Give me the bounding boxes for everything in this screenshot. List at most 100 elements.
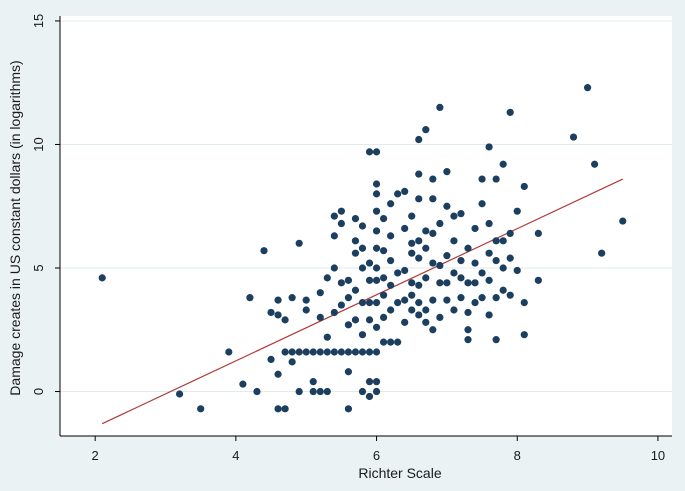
data-point-78: [372, 264, 381, 272]
x-axis-title: Richter Scale: [358, 465, 441, 481]
data-point-79: [372, 244, 381, 252]
data-point-136: [436, 261, 444, 270]
data-point-169: [485, 143, 493, 151]
data-point-75: [372, 323, 381, 331]
data-point-77: [372, 276, 381, 284]
data-point-74: [372, 348, 381, 356]
data-point-58: [351, 214, 360, 223]
y-axis-title: Damage creates in US constant dollars (i…: [7, 60, 23, 395]
data-point-17: [288, 294, 296, 302]
data-point-171: [492, 294, 500, 302]
data-point-70: [365, 259, 374, 267]
data-point-146: [450, 237, 458, 245]
data-point-105: [401, 266, 409, 275]
data-point-14: [281, 405, 289, 413]
data-point-126: [422, 227, 430, 235]
data-point-0: [98, 274, 106, 282]
data-point-94: [387, 306, 395, 314]
data-point-154: [464, 308, 472, 317]
data-point-3: [225, 348, 233, 356]
data-point-159: [471, 259, 479, 267]
data-point-103: [401, 318, 409, 326]
data-point-86: [372, 378, 381, 386]
x-ticks: 2 4 6 8 10: [92, 436, 665, 463]
data-point-38: [330, 308, 338, 317]
data-point-188: [534, 276, 542, 284]
data-point-92: [379, 214, 388, 223]
data-point-117: [415, 254, 423, 262]
y-tick-label-1: 5: [31, 264, 46, 271]
data-point-113: [408, 212, 416, 220]
data-point-170: [492, 336, 500, 344]
data-point-144: [450, 306, 458, 314]
data-point-89: [379, 291, 388, 299]
data-point-49: [344, 294, 353, 302]
data-point-112: [408, 239, 416, 247]
data-point-57: [351, 237, 360, 245]
data-point-43: [337, 301, 345, 309]
data-point-191: [583, 84, 592, 92]
data-point-119: [415, 195, 423, 203]
data-point-111: [408, 249, 416, 257]
data-point-25: [302, 348, 310, 356]
data-point-64: [358, 222, 367, 230]
data-point-66: [365, 348, 374, 356]
data-point-35: [323, 274, 331, 282]
data-point-142: [443, 202, 451, 210]
data-point-26: [309, 348, 317, 356]
data-point-88: [379, 313, 388, 322]
data-point-118: [415, 237, 423, 245]
data-point-24: [302, 296, 310, 304]
data-point-40: [330, 232, 338, 240]
data-point-175: [499, 286, 507, 294]
data-point-130: [429, 259, 437, 267]
data-point-145: [450, 269, 458, 277]
data-point-99: [394, 338, 402, 346]
data-point-133: [429, 175, 437, 183]
data-point-110: [408, 279, 416, 287]
data-point-155: [464, 279, 472, 287]
data-point-7: [260, 247, 268, 255]
data-point-143: [443, 168, 451, 176]
data-point-109: [408, 291, 416, 299]
data-point-21: [295, 387, 303, 396]
data-point-10: [274, 311, 282, 319]
axes: [59, 16, 672, 437]
data-point-120: [415, 170, 423, 178]
data-point-84: [372, 148, 381, 156]
data-point-127: [422, 126, 430, 134]
data-point-39: [330, 264, 338, 272]
data-point-69: [365, 276, 374, 284]
data-point-157: [471, 298, 479, 307]
data-point-101: [394, 269, 402, 277]
data-point-29: [316, 313, 324, 322]
data-point-182: [506, 108, 514, 116]
data-point-62: [358, 264, 367, 272]
data-point-108: [408, 306, 416, 314]
data-point-193: [598, 249, 606, 257]
x-tick-label-3: 8: [514, 448, 521, 463]
data-point-31: [316, 348, 324, 356]
data-point-168: [485, 219, 493, 228]
data-point-178: [499, 160, 507, 168]
x-tick-label-2: 6: [373, 448, 380, 463]
y-tick-label-0: 0: [31, 388, 46, 395]
data-point-65: [358, 387, 367, 396]
data-point-124: [422, 274, 430, 282]
data-point-1: [175, 390, 184, 398]
data-point-147: [450, 212, 458, 220]
data-point-82: [372, 190, 381, 198]
data-point-85: [372, 387, 381, 396]
data-point-18: [288, 348, 296, 356]
data-point-176: [499, 264, 507, 272]
data-point-41: [330, 212, 338, 220]
data-point-80: [372, 227, 381, 235]
data-point-95: [387, 281, 395, 289]
data-point-135: [436, 279, 444, 287]
data-point-76: [372, 298, 381, 307]
y-ticks: 0 5 10 15: [31, 14, 60, 395]
data-point-53: [351, 348, 360, 356]
data-point-149: [457, 274, 465, 282]
data-point-73: [365, 378, 374, 386]
data-point-172: [492, 256, 500, 265]
